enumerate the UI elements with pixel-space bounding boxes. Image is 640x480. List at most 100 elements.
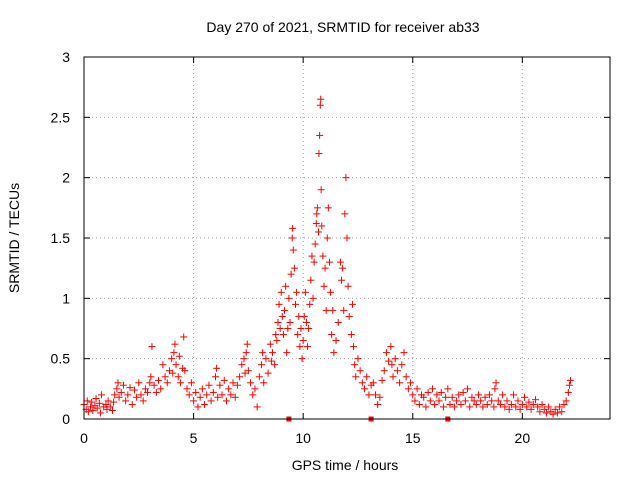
data-point [330, 349, 338, 357]
data-point [84, 408, 92, 416]
data-point [275, 300, 283, 308]
data-point [313, 210, 321, 218]
data-point [88, 398, 96, 406]
data-point [426, 397, 434, 405]
data-point [336, 258, 344, 266]
y-tick-label: 1.5 [51, 230, 71, 246]
data-point [475, 391, 482, 399]
data-point [308, 252, 316, 260]
data-point [207, 397, 215, 405]
data-point [304, 343, 312, 351]
data-point [448, 393, 456, 401]
data-point [277, 288, 285, 296]
data-point [361, 385, 369, 393]
data-point [472, 401, 480, 409]
data-point [172, 361, 180, 369]
data-point [253, 403, 261, 411]
data-point [356, 367, 364, 375]
data-point [320, 282, 328, 290]
data-point [389, 373, 397, 381]
data-point [114, 379, 122, 387]
data-point [187, 379, 195, 387]
data-point [479, 403, 487, 411]
data-point [505, 405, 513, 413]
data-point [148, 343, 156, 351]
data-point [157, 385, 165, 393]
data-point [155, 376, 163, 384]
data-point [213, 364, 221, 372]
data-point [281, 306, 289, 314]
grid [84, 57, 610, 419]
data-point [313, 204, 321, 212]
data-point [315, 228, 323, 236]
data-point [420, 393, 428, 401]
data-point [180, 333, 188, 341]
data-point [317, 95, 325, 103]
data-point [444, 385, 452, 393]
x-axis-title: GPS time / hours [292, 457, 399, 473]
data-point [529, 401, 537, 409]
data-point [288, 234, 296, 242]
data-point [510, 391, 518, 399]
data-point [536, 408, 544, 416]
data-point [106, 403, 114, 411]
data-point [376, 393, 384, 401]
data-point [385, 357, 393, 365]
data-point [433, 391, 441, 399]
data-point [119, 381, 127, 389]
data-point [92, 394, 100, 402]
data-point [567, 376, 575, 384]
data-point [382, 349, 390, 357]
data-point [83, 397, 91, 405]
data-point [128, 401, 136, 409]
data-point [431, 401, 439, 409]
data-point [391, 355, 399, 363]
data-point [309, 294, 317, 302]
data-point [194, 403, 202, 411]
data-point [428, 385, 436, 393]
data-point [249, 391, 257, 399]
x-tick-label: 20 [515, 430, 531, 446]
data-point [437, 388, 445, 396]
data-point [192, 388, 200, 396]
data-point [293, 288, 301, 296]
data-point [273, 337, 281, 345]
data-point [244, 367, 252, 375]
data-point [171, 340, 179, 348]
data-point [413, 385, 421, 393]
data-point [163, 379, 171, 387]
data-point [396, 379, 404, 387]
data-point [212, 373, 219, 381]
data-point [553, 409, 561, 417]
data-point [345, 312, 353, 320]
data-point [435, 397, 443, 405]
chart-title: Day 270 of 2021, SRMTID for receiver ab3… [206, 19, 479, 35]
data-point [115, 393, 123, 401]
data-point [538, 401, 546, 409]
data-point [190, 397, 198, 405]
data-point [491, 385, 499, 393]
data-point [176, 379, 184, 387]
data-point [310, 258, 318, 266]
y-tick-label: 0 [62, 411, 70, 427]
y-tick-label: 3 [62, 49, 70, 65]
data-point [464, 385, 472, 393]
data-point [289, 246, 297, 254]
data-point [290, 264, 298, 272]
data-point [363, 373, 371, 381]
data-point [496, 401, 504, 409]
data-point [108, 407, 116, 415]
data-point [276, 325, 284, 332]
data-point [122, 397, 130, 405]
data-point [351, 361, 359, 369]
data-point [411, 397, 419, 405]
data-point [450, 403, 458, 411]
data-point [556, 403, 564, 411]
data-point [251, 385, 259, 393]
data-point [205, 381, 213, 389]
data-point [141, 385, 149, 393]
data-point [98, 391, 106, 399]
data-point [400, 349, 408, 357]
data-point [316, 131, 324, 139]
